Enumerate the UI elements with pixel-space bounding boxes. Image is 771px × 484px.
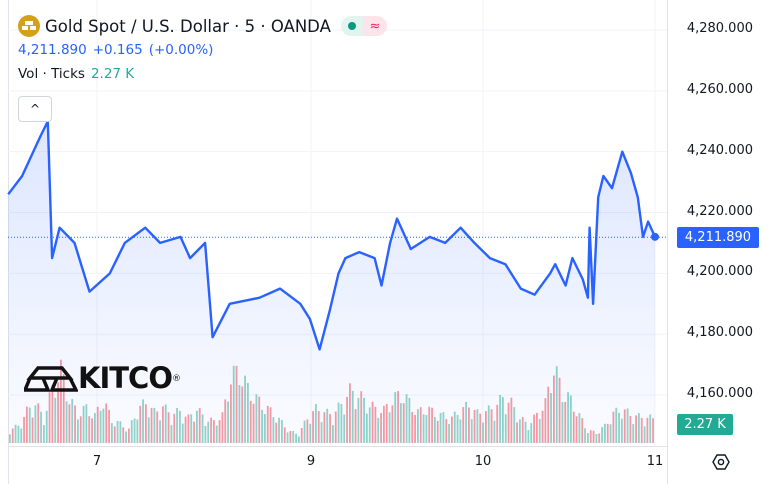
last-price: 4,211.890	[18, 42, 87, 58]
price-change: +0.165	[92, 42, 143, 58]
kitco-wordmark: KITCO	[78, 361, 173, 395]
price-line	[7, 120, 657, 351]
date-tick-label: 7	[92, 454, 102, 469]
volume-label: Vol · Ticks	[18, 66, 85, 82]
price-tick-label: 4,280.000	[686, 21, 753, 36]
date-tick-label: 11	[646, 454, 664, 469]
settings-button[interactable]	[712, 453, 730, 471]
kitco-logo: KITCO ®	[24, 364, 181, 393]
date-tick-label: 10	[474, 454, 492, 469]
price-tick-label: 4,240.000	[686, 142, 753, 158]
volume-tag: 2.27 K	[677, 414, 733, 435]
volume-legend[interactable]: Vol · Ticks 2.27 K	[18, 66, 387, 82]
gold-bars-icon	[18, 15, 40, 37]
chart-legend: Gold Spot / U.S. Dollar · 5 · OANDA ≈ 4,…	[18, 14, 387, 82]
price-tick-label: 4,180.000	[686, 325, 753, 341]
last-price-dot	[651, 232, 659, 241]
chevron-up-icon: ^	[29, 102, 41, 116]
volume-value: 2.27 K	[90, 66, 135, 82]
price-tick-label: 4,220.000	[686, 203, 753, 219]
price-tick-label: 4,160.000	[686, 386, 753, 402]
symbol-title[interactable]: Gold Spot / U.S. Dollar · 5 · OANDA	[45, 16, 331, 36]
price-change-pct: (+0.00%)	[148, 42, 214, 58]
collapse-legend-button[interactable]: ^	[18, 96, 52, 122]
price-area-fill	[8, 121, 655, 444]
market-open-dot-icon	[340, 16, 363, 36]
status-pill[interactable]: ≈	[340, 16, 387, 36]
price-axis-border	[667, 0, 668, 484]
date-tick-label: 9	[306, 454, 316, 469]
time-axis-border	[8, 446, 667, 447]
kitco-bars-icon	[24, 365, 78, 392]
current-price-tag: 4,211.890	[677, 227, 759, 248]
registered-mark: ®	[171, 373, 181, 384]
price-tick-label: 4,260.000	[686, 81, 753, 97]
delayed-data-icon: ≈	[362, 16, 387, 36]
hexagon-gear-icon	[712, 454, 730, 470]
price-row: 4,211.890 +0.165 (+0.00%)	[18, 42, 387, 58]
price-tick-label: 4,200.000	[686, 264, 753, 280]
